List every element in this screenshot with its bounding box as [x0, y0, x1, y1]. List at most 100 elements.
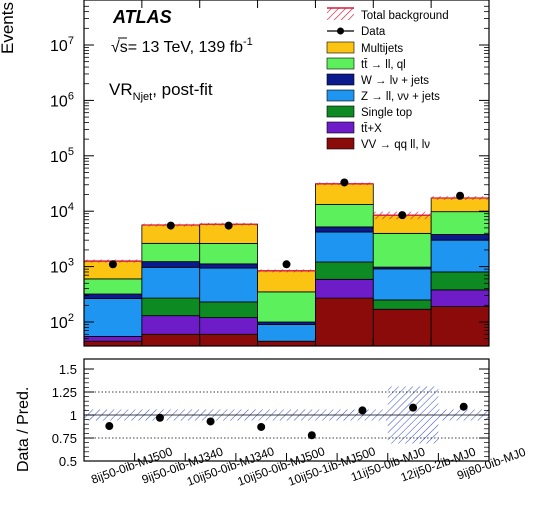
- legend-label-vv-qq-ll-l-: VV → qq ll, lν: [361, 139, 430, 151]
- bar-single-top-bin-2: [141, 297, 201, 317]
- legend-swatch-w-l-jets: [326, 73, 355, 86]
- bar-w-l-jets-bin-2: [141, 261, 201, 268]
- ratio-y-tick-label: 0.5: [59, 454, 77, 469]
- legend-swatch-z-ll-jets: [326, 89, 355, 102]
- bar-tt-ll-ql-bin-7: [430, 211, 489, 235]
- y-tick-label: 107: [50, 35, 74, 55]
- bar-multijets-bin-5: [315, 183, 374, 205]
- energy-s: s: [120, 39, 128, 56]
- ratio-reference-lines: [84, 391, 489, 439]
- ratio-points-layer: [105, 402, 468, 440]
- bar-single-top-bin-6: [372, 299, 432, 310]
- data-points-layer: [108, 178, 465, 269]
- data-point-bin-2: [166, 221, 175, 230]
- bar-z-ll-jets-bin-5: [315, 231, 374, 263]
- y-tick-label: 105: [50, 146, 74, 166]
- bar-z-ll-jets-bin-7: [430, 239, 489, 273]
- bar-tt-ll-ql-bin-2: [141, 242, 201, 263]
- ratio-point-bin-6: [358, 406, 367, 415]
- bar-tt-x-bin-1: [84, 335, 143, 342]
- energy-lumi-text: √s= 13 TeV, 139 fb-1: [111, 36, 253, 56]
- experiment-label: ATLAS: [112, 7, 172, 27]
- ratio-y-tick-label: 1.25: [52, 385, 77, 400]
- region-suffix: , post-fit: [152, 80, 213, 99]
- ratio-point-bin-2: [155, 413, 164, 422]
- bar-w-l-jets-bin-1: [84, 293, 143, 299]
- bar-w-l-jets-bin-3: [199, 263, 258, 269]
- bar-multijets-bin-7: [430, 197, 489, 213]
- ratio-y-tick-label: 1.5: [59, 362, 77, 377]
- y-tick-label: 106: [50, 90, 74, 110]
- y-tick-label: 102: [50, 312, 74, 332]
- main-panel: 102 103 104 105 106 107 Events ATLAS √s= 13 T…: [0, 0, 490, 347]
- legend-swatch-multijets: [326, 41, 355, 54]
- legend-label-z-ll-jets: Z → ll, νν + jets: [361, 91, 440, 103]
- bar-tt-ll-ql-bin-1: [84, 278, 143, 295]
- bar-vv-qq-ll-l--bin-5: [315, 297, 374, 346]
- bar-vv-qq-ll-l--bin-3: [199, 333, 258, 346]
- bar-w-l-jets-bin-5: [315, 226, 374, 233]
- legend-swatch-tt-ll-ql: [326, 57, 355, 70]
- legend-entry-data: Data: [327, 26, 386, 38]
- ratio-y-tick-label: 0.75: [52, 431, 77, 446]
- bar-w-l-jets-bin-7: [430, 234, 489, 241]
- ratio-point-bin-7: [409, 403, 418, 412]
- data-point-bin-1: [108, 260, 117, 269]
- ratio-point-bin-5: [307, 431, 316, 440]
- ratio-y-tick-label: 1: [70, 408, 77, 423]
- main-frame: [83, 0, 490, 347]
- legend-label-w-l-jets: W → lν + jets: [361, 75, 429, 87]
- bar-tt-ll-ql-bin-6: [372, 232, 432, 268]
- legend-swatch-tt-x: [326, 121, 355, 134]
- ratio-point-bin-4: [257, 422, 266, 431]
- stack-layer: [84, 183, 489, 346]
- legend-entry-total-background: Total background: [327, 7, 449, 22]
- y-tick-label: 104: [50, 201, 74, 221]
- main-axis-ticks: 102 103 104 105 106 107: [50, 0, 490, 346]
- energy-text: = 13 TeV, 139 fb: [128, 39, 243, 56]
- bar-z-ll-jets-bin-4: [257, 324, 316, 342]
- data-point-bin-6: [398, 211, 407, 220]
- legend-label-tt-ll-ql: tt̄ → ll, ql: [361, 59, 406, 71]
- bar-vv-qq-ll-l--bin-7: [430, 306, 489, 346]
- bar-tt-ll-ql-bin-3: [199, 243, 258, 265]
- lumi-exponent: -1: [243, 36, 253, 48]
- bar-multijets-bin-4: [257, 270, 316, 293]
- legend-label-single-top: Single top: [361, 107, 412, 119]
- bar-z-ll-jets-bin-2: [141, 266, 201, 299]
- ratio-y-axis-label: Data / Pred.: [15, 387, 32, 472]
- bar-tt-x-bin-2: [141, 315, 201, 335]
- ratio-point-bin-8: [459, 402, 468, 411]
- legend-label-total: Total background: [361, 10, 449, 22]
- ratio-point-bin-3: [206, 417, 215, 426]
- ratio-panel: 0.5 0.75 1 1.25 1.5 Data / Pred.: [15, 358, 490, 472]
- bar-z-ll-jets-bin-3: [199, 267, 258, 303]
- bar-single-top-bin-5: [315, 261, 374, 280]
- legend-label-data: Data: [361, 26, 386, 38]
- bar-single-top-bin-3: [199, 301, 258, 319]
- data-point-bin-4: [282, 260, 291, 269]
- legend-label-multijets: Multijets: [361, 43, 403, 55]
- bar-tt-x-bin-7: [430, 289, 489, 307]
- bar-single-top-bin-7: [430, 271, 489, 291]
- region-prefix: VR: [109, 80, 133, 99]
- bar-vv-qq-ll-l--bin-2: [141, 333, 201, 346]
- region-subscript: Njet: [133, 91, 153, 103]
- bar-z-ll-jets-bin-1: [84, 298, 143, 337]
- y-axis-label: Events: [0, 2, 17, 54]
- energy-lumi-label: √s= 13 TeV, 139 fb-1: [111, 36, 253, 56]
- legend-swatch-single-top: [326, 105, 355, 118]
- data-point-bin-3: [224, 221, 233, 230]
- data-point-bin-7: [456, 191, 465, 200]
- sqrt-sign: √: [111, 39, 120, 56]
- legend-stack-entries: Multijets tt̄ → ll, ql W → lν + jets Z → ll…: [326, 41, 440, 151]
- legend: Total background Data Multijets tt̄ → ll,…: [326, 7, 449, 151]
- bar-z-ll-jets-bin-6: [372, 268, 432, 301]
- bar-tt-x-bin-5: [315, 278, 374, 299]
- data-point-bin-5: [340, 178, 349, 187]
- x-axis-category-labels: 8ij50-0ib-MJ5009ij50-0ib-MJ34010ij50-0ib…: [89, 444, 528, 489]
- ratio-point-bin-1: [105, 422, 114, 431]
- legend-label-tt-x: tt̄+X: [361, 123, 382, 135]
- y-tick-label: 103: [50, 257, 74, 277]
